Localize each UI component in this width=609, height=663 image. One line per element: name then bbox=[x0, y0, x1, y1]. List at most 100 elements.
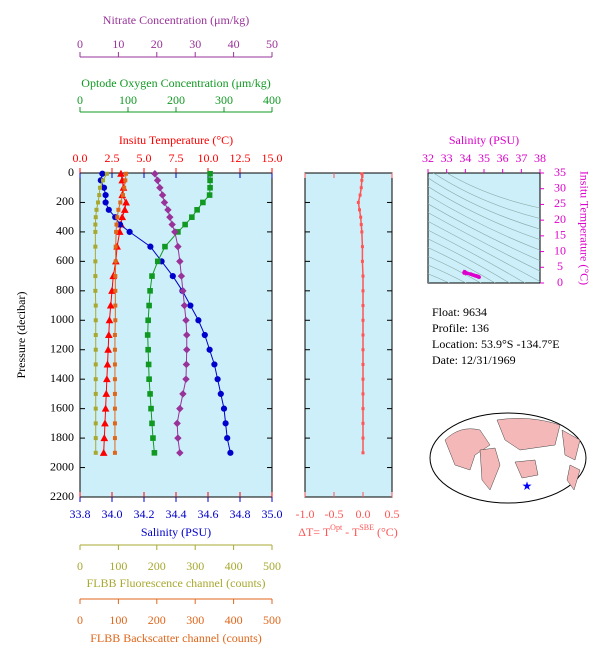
point bbox=[100, 434, 109, 442]
point bbox=[113, 303, 118, 308]
x-tick-label: 300 bbox=[186, 613, 204, 627]
y-tick-label: 35 bbox=[554, 165, 566, 179]
x-tick-label: 0 bbox=[77, 613, 83, 627]
y-tick-label: 5 bbox=[557, 259, 563, 273]
density-contour bbox=[428, 229, 526, 283]
info-line: Date: 12/31/1969 bbox=[432, 353, 516, 367]
point bbox=[102, 191, 109, 199]
point bbox=[101, 404, 110, 412]
point bbox=[194, 207, 200, 213]
y-tick-label: 1000 bbox=[50, 312, 74, 326]
point bbox=[207, 177, 213, 184]
ts-x-label: Salinity (PSU) bbox=[449, 133, 519, 147]
density-contour bbox=[433, 173, 540, 219]
point bbox=[179, 390, 187, 398]
info-line: Location: 53.9°S -134.7°E bbox=[432, 337, 560, 351]
point bbox=[101, 419, 109, 427]
point bbox=[112, 391, 117, 396]
y-tick-label: 200 bbox=[56, 194, 74, 208]
point bbox=[174, 434, 182, 442]
point bbox=[174, 242, 182, 251]
axis-title: Salinity (PSU) bbox=[141, 525, 211, 539]
y-tick-label: 0 bbox=[557, 275, 563, 289]
y-axis-label: Pressure (decibar) bbox=[14, 292, 28, 379]
point bbox=[206, 346, 213, 353]
density-contour bbox=[428, 247, 496, 283]
point bbox=[146, 376, 152, 382]
y-tick-label: 600 bbox=[56, 253, 74, 267]
point bbox=[160, 198, 169, 207]
y-tick-label: 25 bbox=[554, 196, 566, 210]
point bbox=[360, 230, 364, 234]
x-tick-label: 38 bbox=[534, 151, 546, 165]
point bbox=[123, 178, 128, 183]
x-tick-label: 12.5 bbox=[230, 151, 251, 165]
point bbox=[113, 274, 118, 279]
point bbox=[158, 191, 167, 199]
point bbox=[195, 317, 202, 324]
point bbox=[207, 184, 213, 191]
x-tick-label: 100 bbox=[109, 613, 127, 627]
x-tick-label: 200 bbox=[148, 559, 166, 573]
point bbox=[120, 205, 129, 213]
label-part: ΔT= T bbox=[298, 525, 331, 539]
point bbox=[150, 435, 156, 441]
point bbox=[102, 389, 111, 397]
point bbox=[179, 287, 187, 295]
x-tick-label: 0 bbox=[77, 37, 83, 51]
point bbox=[112, 362, 117, 367]
point bbox=[211, 361, 218, 368]
axis-title: Insitu Temperature (°C) bbox=[119, 133, 233, 147]
point bbox=[99, 170, 106, 177]
x-tick-label: 50 bbox=[266, 37, 278, 51]
point bbox=[359, 223, 363, 227]
point bbox=[145, 361, 152, 368]
point bbox=[361, 289, 365, 293]
point bbox=[171, 228, 179, 236]
point bbox=[360, 178, 364, 182]
point bbox=[180, 301, 189, 310]
point bbox=[112, 347, 117, 352]
info-line: Profile: 136 bbox=[432, 321, 489, 335]
density-contour bbox=[428, 264, 467, 283]
point bbox=[149, 420, 155, 427]
x-tick-label: 7.5 bbox=[169, 151, 184, 165]
x-tick-label: 300 bbox=[186, 559, 204, 573]
label-part: (°C) bbox=[374, 525, 398, 539]
point bbox=[176, 404, 184, 413]
point bbox=[360, 259, 364, 263]
x-tick-label: -0.5 bbox=[325, 507, 344, 521]
axis-title: Nitrate Concentration (μm/kg) bbox=[103, 13, 249, 27]
point bbox=[151, 170, 159, 178]
x-tick-label: 0 bbox=[77, 559, 83, 573]
point bbox=[104, 345, 113, 353]
point bbox=[122, 185, 127, 190]
point bbox=[182, 316, 190, 324]
x-tick-label: 34.2 bbox=[134, 507, 155, 521]
point bbox=[358, 193, 362, 197]
y-tick-label: 20 bbox=[554, 212, 566, 226]
point bbox=[360, 172, 364, 176]
point bbox=[118, 200, 123, 205]
point bbox=[113, 318, 118, 323]
point bbox=[93, 229, 98, 234]
point bbox=[361, 436, 365, 440]
point bbox=[103, 360, 112, 368]
point bbox=[97, 193, 102, 198]
point bbox=[93, 288, 98, 293]
y-tick-label: 2000 bbox=[50, 459, 74, 473]
point bbox=[200, 199, 206, 206]
point bbox=[154, 258, 161, 265]
label-sup: Opt bbox=[330, 523, 343, 532]
density-contour bbox=[428, 186, 540, 240]
point bbox=[361, 318, 365, 322]
point bbox=[115, 227, 124, 235]
point bbox=[121, 193, 126, 198]
x-tick-label: 34.8 bbox=[230, 507, 251, 521]
x-tick-label: 40 bbox=[228, 37, 240, 51]
point bbox=[147, 391, 153, 397]
x-tick-label: 5.0 bbox=[137, 151, 152, 165]
point bbox=[93, 215, 98, 220]
y-tick-label: 400 bbox=[56, 224, 74, 238]
point bbox=[147, 243, 154, 250]
